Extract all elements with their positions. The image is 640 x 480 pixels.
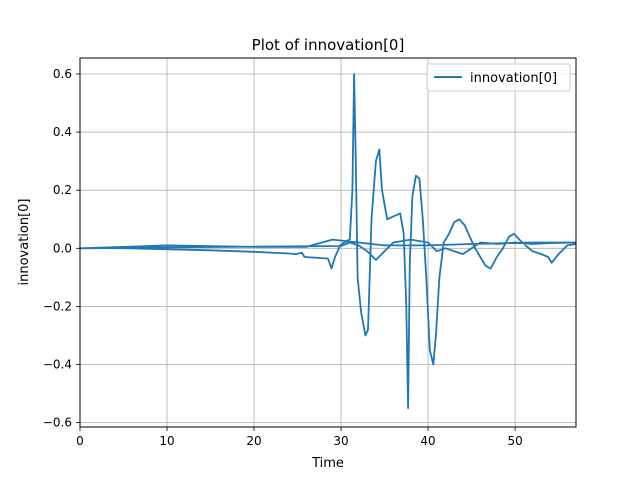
legend: innovation[0] <box>426 63 571 92</box>
x-tick-label: 0 <box>76 434 84 448</box>
x-tick-label: 30 <box>333 434 348 448</box>
y-axis-title: innovation[0] <box>17 198 32 285</box>
x-axis-ticks: 0 10 20 30 40 50 <box>76 427 523 448</box>
series-layer <box>80 73 576 410</box>
x-tick-label: 10 <box>159 434 174 448</box>
x-axis-title: Time <box>311 456 344 471</box>
legend-label: innovation[0] <box>470 71 557 86</box>
x-tick-label: 50 <box>507 434 522 448</box>
y-tick-label: 0.2 <box>53 183 72 197</box>
legend-box <box>426 63 571 92</box>
y-tick-label: −0.2 <box>43 299 72 313</box>
series-line-innovation0 <box>80 73 576 410</box>
chart-title: Plot of innovation[0] <box>252 36 405 54</box>
x-tick-label: 40 <box>420 434 435 448</box>
x-tick-label: 20 <box>246 434 261 448</box>
y-tick-label: −0.4 <box>43 358 72 372</box>
y-tick-label: 0.4 <box>53 125 72 139</box>
y-axis-ticks: −0.6 −0.4 −0.2 0.0 0.2 0.4 0.6 <box>43 67 80 430</box>
y-tick-label: 0.6 <box>53 67 72 81</box>
plot-frame <box>79 57 577 428</box>
grid <box>79 58 576 427</box>
y-tick-label: −0.6 <box>43 416 72 430</box>
y-tick-label: 0.0 <box>53 241 72 255</box>
